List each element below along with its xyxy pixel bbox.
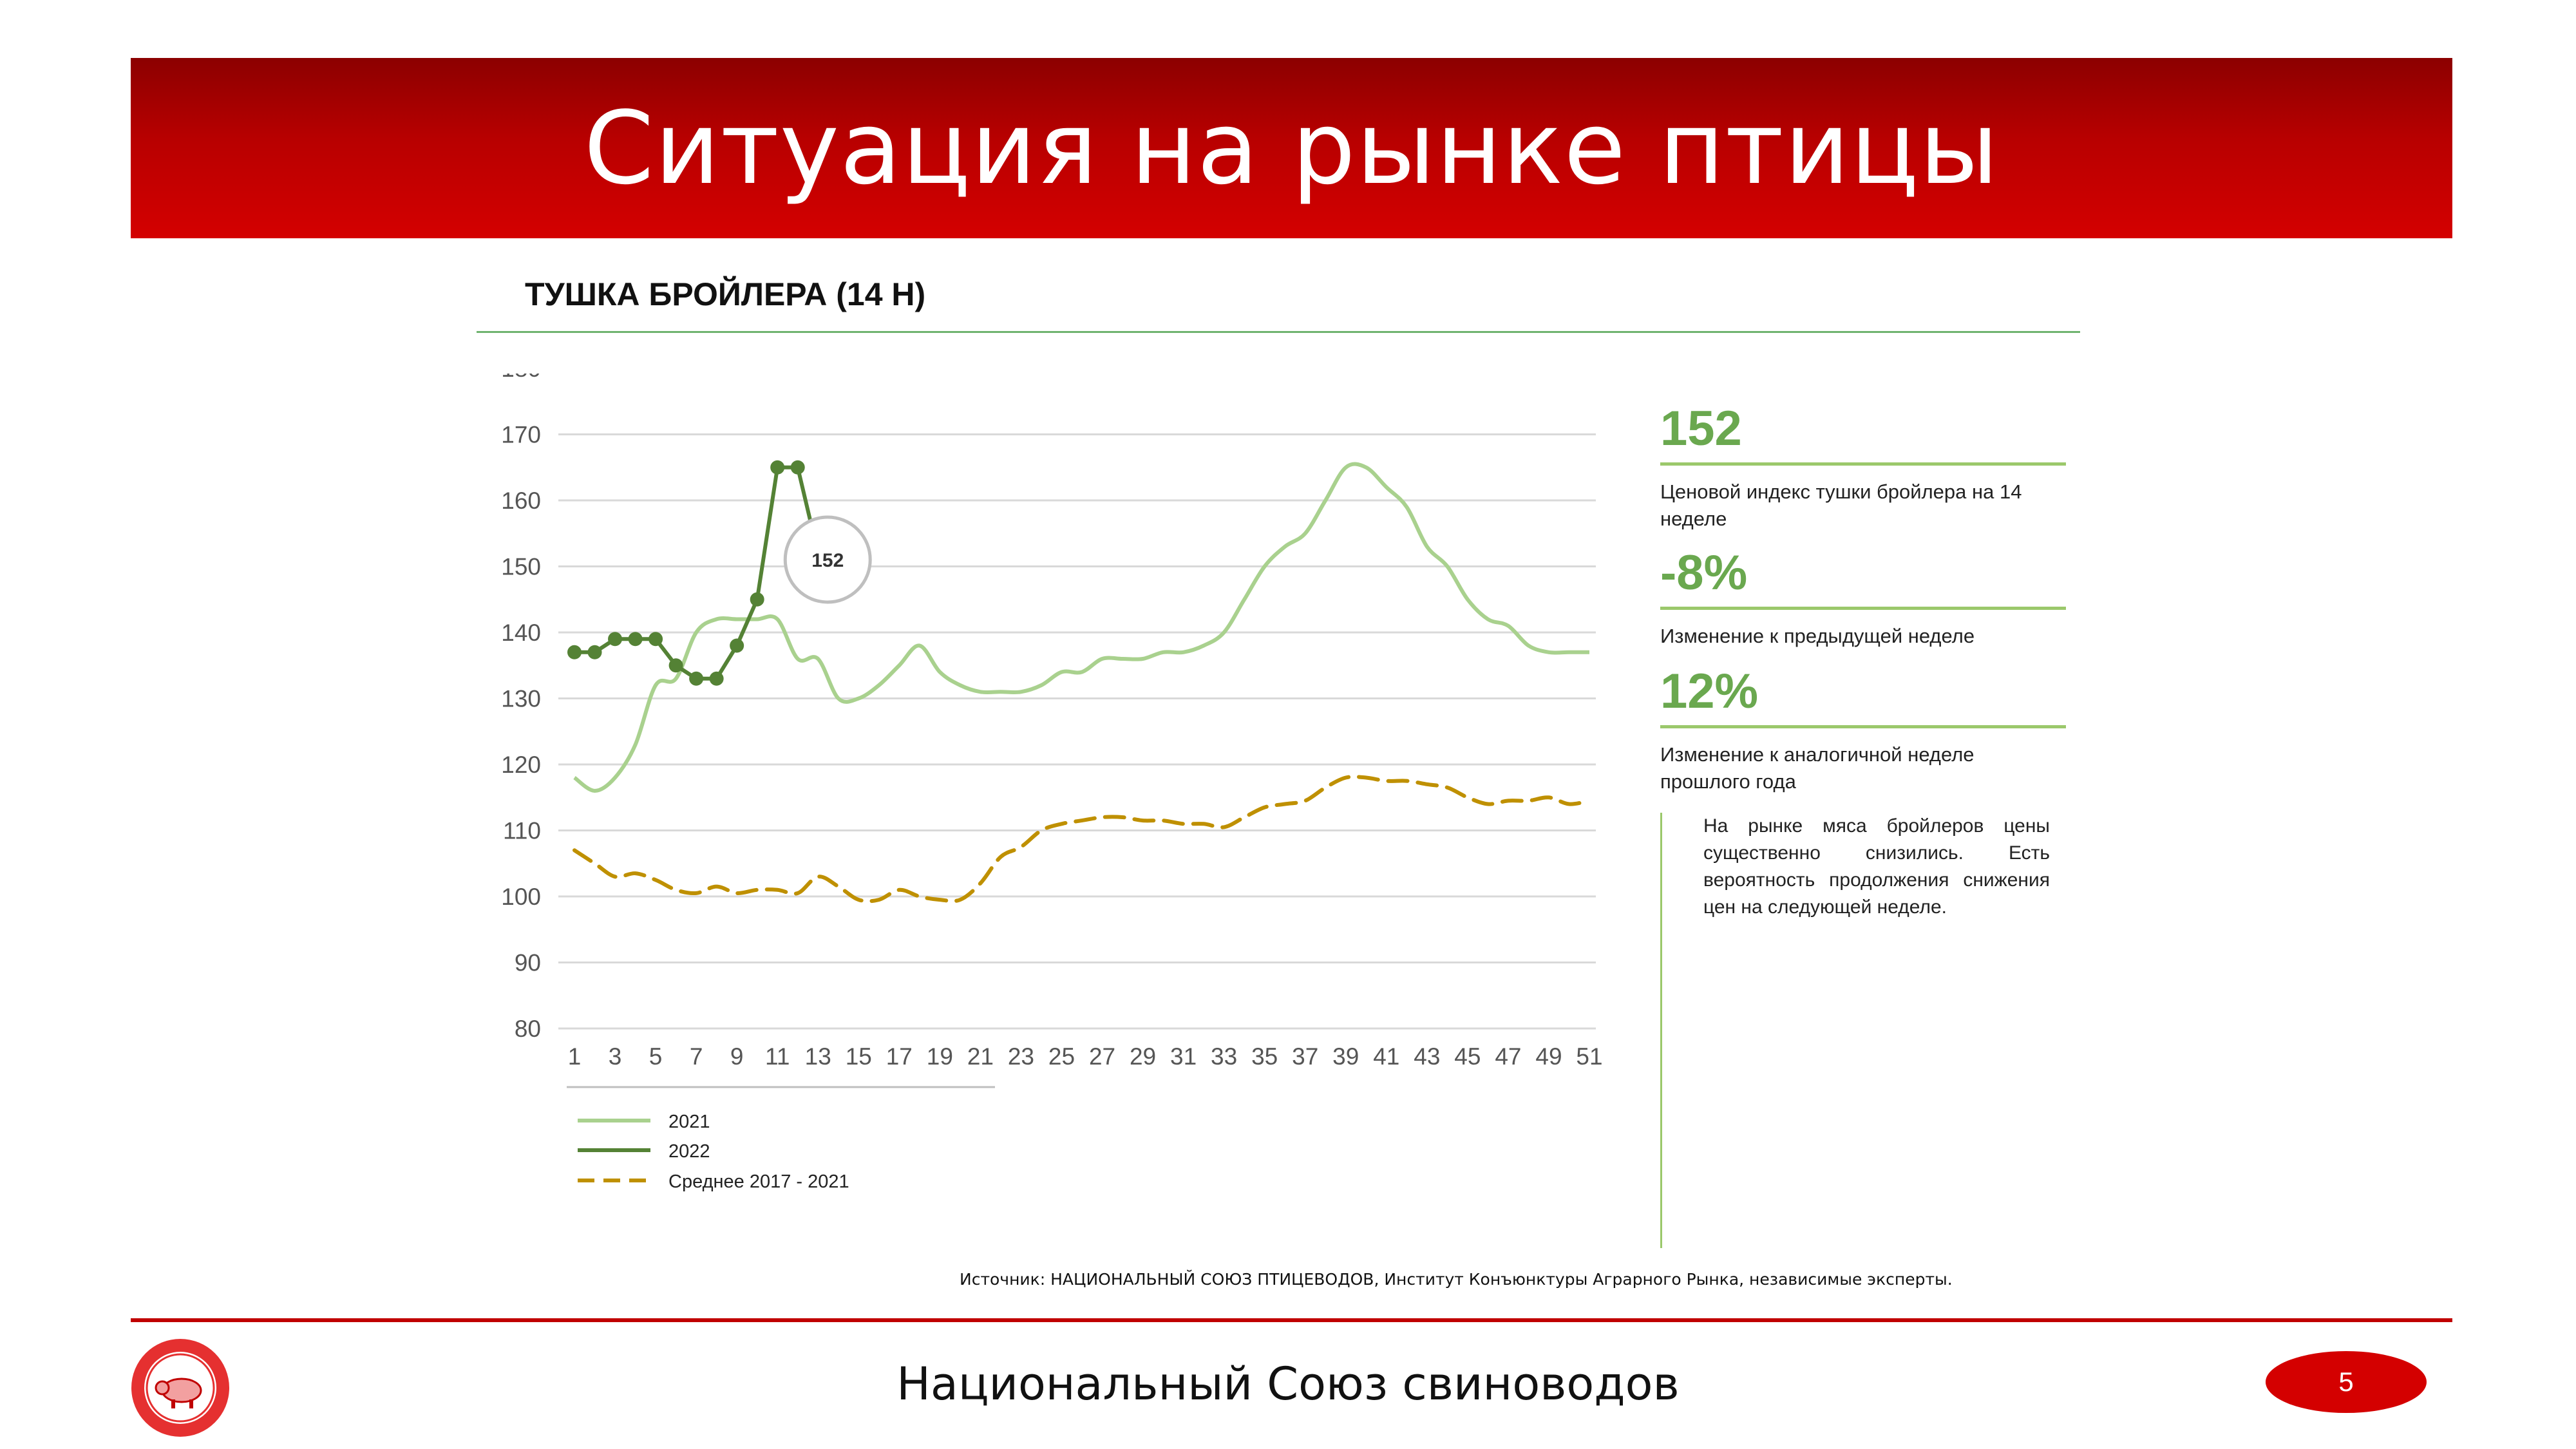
kpi-week-change: -8% Изменение к предыдущей неделе [1660,549,2066,650]
y-tick-label: 180 [501,355,541,382]
footer-divider [131,1318,2452,1322]
x-tick-label: 45 [1454,1043,1481,1070]
x-tick-label: 31 [1170,1043,1197,1070]
x-tick-label: 9 [730,1043,744,1070]
x-tick-label: 29 [1130,1043,1156,1070]
x-tick-label: 11 [765,1043,790,1070]
kpi-rule [1660,607,2066,610]
y-tick-label: 90 [515,950,541,976]
x-tick-label: 39 [1332,1043,1359,1070]
kpi-year-change: 12% Изменение к аналогичной неделе прошл… [1660,667,2066,795]
x-tick-label: 3 [609,1043,622,1070]
x-tick-label: 15 [846,1043,872,1070]
kpi-price-index-value: 152 [1660,401,1742,456]
x-tick-label: 27 [1089,1043,1115,1070]
comment-divider [1660,813,1662,1248]
x-tick-label: 41 [1373,1043,1399,1070]
series-point-2022 [587,645,602,659]
chart-title: ТУШКА БРОЙЛЕРА (14 Н) [525,276,926,312]
y-tick-label: 100 [501,884,541,910]
series-point-2022 [689,671,704,686]
chart-legend: 2021 2022 Среднее 2017 - 2021 [578,1112,849,1192]
kpi-week-change-value: -8% [1660,545,1748,600]
page-number-badge: 5 [2266,1351,2427,1413]
x-tick-label: 35 [1251,1043,1278,1070]
y-tick-label: 80 [515,1016,541,1042]
series-point-2022 [709,671,724,686]
y-tick-label: 120 [501,752,541,778]
kpi-price-index: 152 Ценовой индекс тушки бройлера на 14 … [1660,404,2066,533]
chart-title-divider [477,331,2080,333]
series-line-2022 [574,465,820,681]
x-tick-label: 33 [1211,1043,1237,1070]
slide-title: Ситуация на рынке птицы [583,90,2000,207]
x-tick-label: 17 [886,1043,913,1070]
legend-label: 2021 [668,1112,710,1132]
series-point-2022 [770,460,785,475]
kpi-rule [1660,462,2066,466]
series-point-2022 [730,638,744,653]
kpi-rule [1660,725,2066,728]
y-tick-label: 110 [503,818,541,844]
series-line-2021 [573,462,1589,793]
x-tick-label: 1 [568,1043,582,1070]
callout-bubble [783,515,872,604]
association-logo-icon [131,1339,229,1437]
callout-label: 152 [811,550,844,571]
x-tick-label: 7 [690,1043,703,1070]
x-tick-label: 21 [967,1043,994,1070]
y-tick-label: 150 [501,554,541,580]
kpi-year-change-label: Изменение к аналогичной неделе прошлого … [1660,743,1975,793]
source-note: Источник: НАЦИОНАЛЬНЫЙ СОЮЗ ПТИЦЕВОДОВ, … [960,1270,1953,1289]
series-point-2022 [649,632,663,647]
x-tick-label: 25 [1048,1043,1075,1070]
series-point-2022 [750,592,764,607]
footer-title: Национальный Союз свиноводов [896,1358,1680,1410]
y-tick-label: 160 [501,488,541,514]
x-tick-label: 5 [649,1043,663,1070]
market-comment: На рынке мяса бройлеров цены существенно… [1703,815,2050,918]
x-tick-label: 23 [1008,1043,1034,1070]
y-tick-label: 130 [501,686,541,712]
x-tick-label: 47 [1495,1043,1521,1070]
chart-series: 152 [567,460,1591,904]
x-tick-label: 49 [1535,1043,1562,1070]
y-tick-label: 170 [501,422,541,448]
series-line-average [573,775,1591,904]
series-point-2022 [608,632,623,647]
x-tick-label: 43 [1414,1043,1440,1070]
chart-grid [558,433,1596,1030]
series-point-2022 [628,632,643,647]
x-tick-label: 51 [1576,1043,1602,1070]
title-banner: Ситуация на рынке птицы [131,58,2452,238]
y-tick-label: 140 [501,620,541,646]
series-point-2022 [790,460,805,475]
kpi-week-change-label: Изменение к предыдущей неделе [1660,625,1975,647]
x-tick-label: 19 [927,1043,953,1070]
x-tick-label: 13 [805,1043,831,1070]
x-tick-label: 37 [1292,1043,1318,1070]
kpi-price-index-label: Ценовой индекс тушки бройлера на 14 неде… [1660,480,2022,530]
legend-label: 2022 [668,1141,710,1162]
series-point-2022 [668,658,683,673]
kpi-year-change-value: 12% [1660,664,1759,719]
legend-label: Среднее 2017 - 2021 [668,1171,849,1192]
series-point-2022 [567,645,582,659]
